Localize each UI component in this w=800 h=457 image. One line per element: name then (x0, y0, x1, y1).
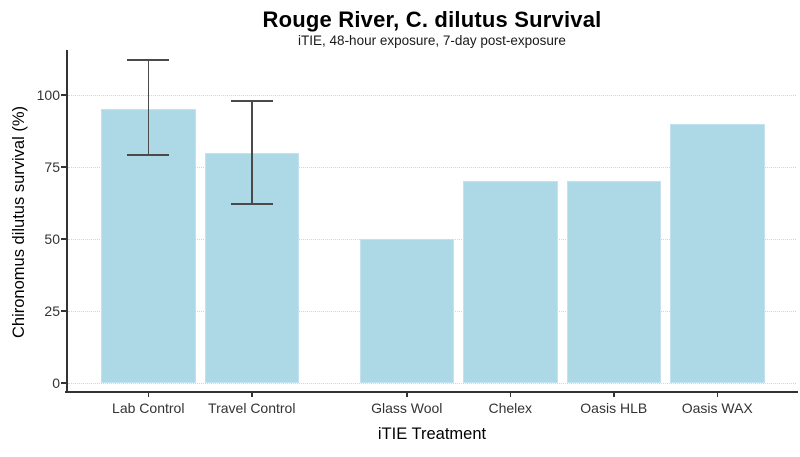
error-bar-cap (230, 99, 273, 102)
x-tick-mark (406, 392, 408, 397)
bar (670, 123, 765, 383)
y-tick-label: 50 (44, 231, 60, 247)
x-tick-label: Lab Control (112, 400, 185, 416)
x-axis-line (65, 391, 798, 393)
error-bar-cap (230, 203, 273, 206)
y-tick-label: 25 (44, 303, 60, 319)
x-tick-label: Chelex (488, 400, 533, 416)
x-tick-label: Oasis WAX (681, 400, 753, 416)
x-tick-mark (509, 392, 511, 397)
plot-area: 0 25 50 75 100 Lab Control Travel Control Glass… (37, 50, 796, 416)
error-bar-cap (127, 154, 170, 157)
x-tick-mark (613, 392, 615, 397)
x-tick-label: Travel Control (208, 400, 296, 416)
error-bar-cap (127, 59, 170, 62)
y-tick-label: 0 (52, 375, 60, 391)
y-tick-mark (61, 166, 67, 168)
bar (463, 181, 558, 383)
bar (359, 239, 454, 383)
x-tick-label: Glass Wool (371, 400, 443, 416)
y-tick-mark (61, 310, 67, 312)
y-tick-label: 100 (36, 87, 60, 103)
error-bar-line (147, 60, 149, 156)
y-gridline (68, 382, 796, 384)
y-tick-label: 75 (44, 159, 60, 175)
x-tick-mark (716, 392, 718, 397)
chart-subtitle: iTIE, 48-hour exposure, 7-day post-expos… (298, 33, 566, 48)
y-tick-mark (61, 94, 67, 96)
error-bar-line (251, 100, 253, 205)
x-axis-title: iTIE Treatment (377, 425, 487, 443)
y-gridline (68, 166, 796, 168)
bar (101, 109, 196, 383)
chart-title: Rouge River, C. dilutus Survival (262, 7, 602, 32)
x-tick-mark (251, 392, 253, 397)
y-tick-mark (61, 238, 67, 240)
bar (566, 181, 661, 383)
x-tick-mark (147, 392, 149, 397)
y-tick-mark (61, 382, 67, 384)
y-axis-line (66, 50, 68, 393)
y-gridline (68, 94, 796, 96)
x-tick-label: Oasis HLB (580, 400, 648, 416)
